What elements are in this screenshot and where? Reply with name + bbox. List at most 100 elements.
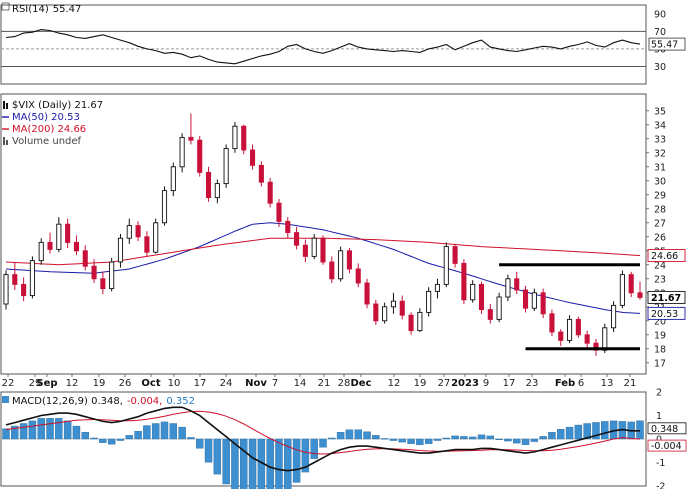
macd-histogram-bar <box>521 438 530 445</box>
x-axis-day-label: 17 <box>503 378 516 389</box>
candle-down <box>584 334 590 344</box>
rsi-line <box>5 29 641 65</box>
price-tick-label: 17 <box>654 358 666 369</box>
macd-histogram-bar <box>389 438 398 441</box>
rsi-tick-label: 90 <box>654 9 666 20</box>
candle-up <box>153 222 159 253</box>
price-legend-entry: Volume undef <box>12 136 82 147</box>
macd-histogram-bar <box>486 435 495 440</box>
macd-histogram-bar <box>169 423 178 440</box>
macd-histogram-bar <box>222 438 230 485</box>
macd-histogram-bar <box>363 431 371 440</box>
macd-histogram-bar <box>354 429 362 440</box>
rsi-value-badge-label: 55.47 <box>651 40 678 51</box>
x-axis-day-label: 28 <box>338 378 351 389</box>
rsi-frame <box>0 4 647 85</box>
rsi-tick-label: 70 <box>654 27 666 38</box>
candle-down <box>558 331 564 341</box>
price-panel: 3534333231302928272625242322212019181724… <box>0 93 686 375</box>
ma50-value-badge-label: 20.53 <box>651 309 678 320</box>
candle-down <box>637 292 643 298</box>
macd-histogram-bar <box>63 420 72 440</box>
candle-up <box>443 246 449 285</box>
candle-down <box>373 303 379 322</box>
macd-histogram-bar <box>19 423 28 440</box>
macd-histogram-bar <box>592 422 600 440</box>
macd-histogram-bar <box>204 438 213 463</box>
price-tick-label: 24 <box>654 260 666 271</box>
candle-up <box>170 166 176 192</box>
macd-histogram-bar <box>442 437 450 440</box>
price-legend-entry: MA(200) 24.66 <box>12 124 86 135</box>
x-axis-month-label: 2023 <box>451 378 479 389</box>
candle-down <box>487 309 493 320</box>
x-axis-day-label: 21 <box>624 378 637 389</box>
price-tick-label: 18 <box>654 344 666 355</box>
candle-down <box>91 265 97 280</box>
price-tick-label: 23 <box>654 274 666 285</box>
rsi-tick-label: 30 <box>654 62 666 73</box>
price-tick-label: 32 <box>654 148 666 159</box>
candle-up <box>161 190 168 224</box>
price-tick-label: 29 <box>654 190 666 201</box>
macd-legend-entry: MACD(12,26,9) 0.348, <box>12 396 123 407</box>
volume-legend-swatch <box>6 140 8 145</box>
macd-histogram-bar <box>37 418 45 440</box>
macd-histogram-bar <box>530 438 539 442</box>
macd-histogram-bar <box>72 425 81 440</box>
candle-down <box>320 237 326 263</box>
macd-histogram-bar <box>583 423 591 440</box>
candle-up <box>602 327 608 351</box>
price-tick-label: 20 <box>654 316 666 327</box>
x-axis-month-label: Nov <box>245 378 267 389</box>
macd-histogram-bar <box>90 437 98 440</box>
macd-histogram-bar <box>46 418 54 440</box>
macd-tick-label: 1 <box>656 411 662 422</box>
macd-line <box>5 406 640 472</box>
macd-histogram-bar <box>398 438 406 443</box>
candle-down <box>461 262 467 301</box>
candle-up <box>619 274 625 306</box>
macd-histogram-bar <box>187 437 195 440</box>
candle-up <box>126 225 132 239</box>
candle-down <box>364 282 370 305</box>
x-axis-day-label: 24 <box>220 378 233 389</box>
macd-tick-label: -1 <box>656 458 665 469</box>
candle-down <box>47 241 53 250</box>
candle-down <box>355 268 361 284</box>
macd-histogram-bar <box>266 438 274 489</box>
macd-histogram-bar <box>407 438 415 444</box>
candle-up <box>611 304 617 329</box>
price-legend-swatch <box>3 101 5 109</box>
candle-down <box>302 244 308 257</box>
rsi-legend-swatch <box>1 2 10 11</box>
macd-histogram-bar <box>213 438 222 475</box>
macd-histogram-bar <box>468 436 477 440</box>
candle-down <box>100 278 106 290</box>
candle-up <box>382 306 388 322</box>
x-axis-day-label: 22 <box>2 378 15 389</box>
candle-down <box>478 283 485 311</box>
candle-down <box>276 202 282 222</box>
candle-down <box>73 241 79 252</box>
x-axis-day-label: 6 <box>578 378 584 389</box>
price-legend-entry: MA(50) 20.53 <box>12 112 80 123</box>
candle-up <box>426 290 432 313</box>
candle-down <box>135 225 141 238</box>
ma50-line <box>5 222 641 314</box>
candle-up <box>417 311 423 332</box>
candle-up <box>56 223 62 250</box>
macd-tick-label: 2 <box>656 388 662 399</box>
candle-down <box>205 171 212 199</box>
macd-legend-entry: 0.352 <box>166 396 195 407</box>
x-axis-day-label: 26 <box>119 378 132 389</box>
candle-up <box>567 318 573 341</box>
macd-histogram-bar <box>231 438 239 489</box>
candle-down <box>628 274 634 294</box>
x-axis-day-label: 21 <box>318 378 331 389</box>
rsi-title-name: RSI(14) <box>12 4 49 15</box>
candle-down <box>258 164 264 183</box>
x-axis-day-label: 9 <box>483 378 489 389</box>
price-legend-swatch <box>6 103 8 109</box>
